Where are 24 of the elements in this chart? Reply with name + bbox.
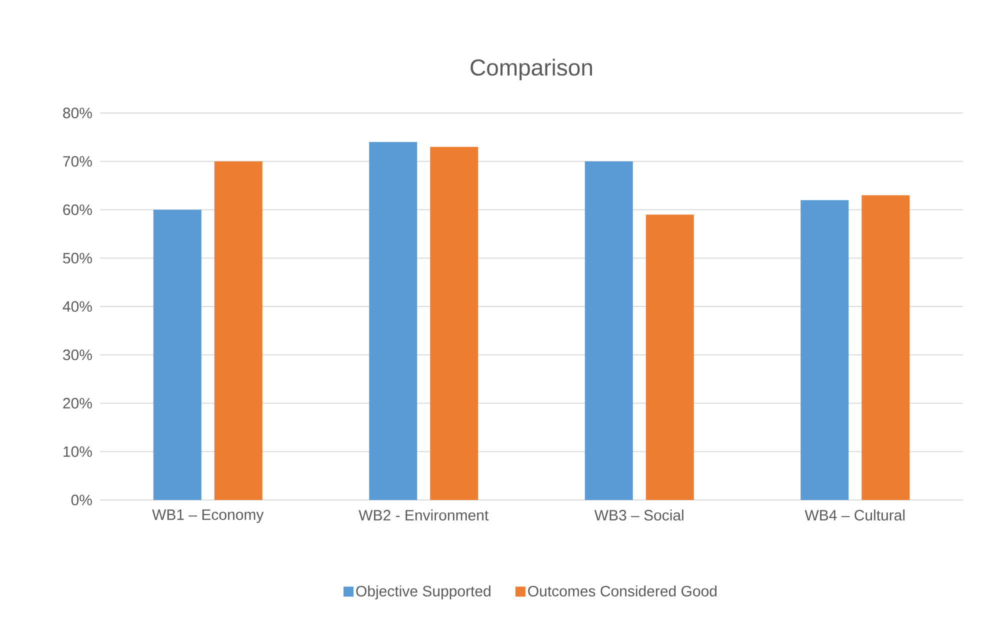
legend-label: Outcomes Considered Good: [528, 585, 716, 596]
bar: [430, 146, 478, 500]
bar: [800, 200, 849, 500]
bar: [369, 142, 418, 500]
x-tick-label: WB1 – Economy: [152, 510, 264, 523]
y-tick-label: 70%: [63, 156, 92, 167]
bar: [584, 161, 633, 500]
y-tick-label: 0%: [71, 494, 92, 506]
y-tick-label: 80%: [63, 108, 92, 118]
legend-label: Objective Supported: [356, 585, 490, 600]
x-tick-label: WB2 - Environment: [358, 510, 489, 521]
y-tick-label: 40%: [62, 301, 92, 312]
bar: [646, 214, 694, 500]
y-tick-label: 50%: [63, 252, 92, 264]
x-tick-label: WB4 – Cultural: [804, 510, 905, 521]
y-tick-label: 20%: [63, 398, 92, 409]
x-tick-label: WB3 – Social: [594, 510, 684, 521]
y-tick-label: 30%: [63, 350, 92, 360]
bar: [153, 210, 202, 500]
y-tick-label: 10%: [64, 446, 92, 457]
chart-title: Comparison: [470, 58, 592, 80]
y-tick-label: 60%: [63, 204, 92, 216]
bar: [862, 195, 910, 500]
bar: [214, 161, 262, 500]
